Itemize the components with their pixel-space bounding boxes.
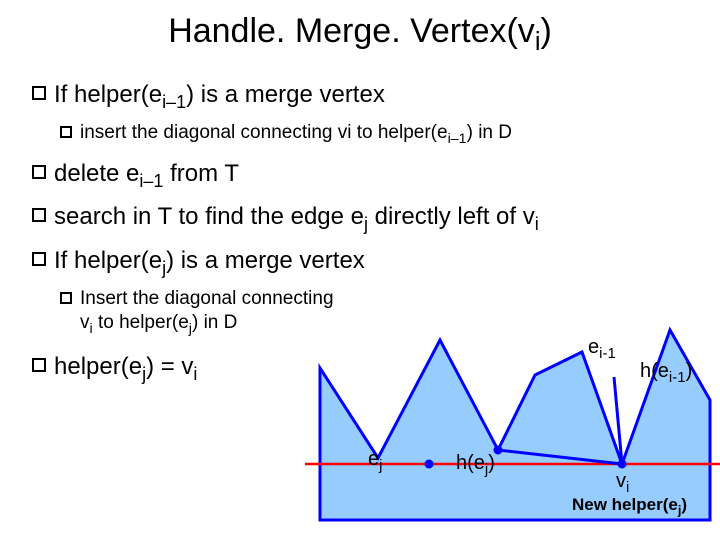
bullet-5-text: helper(ej) = vi xyxy=(54,352,197,385)
bullet-4: If helper(ej) is a merge vertex xyxy=(32,246,692,279)
bullet-icon xyxy=(32,208,46,222)
bullet-4a-text: Insert the diagonal connecting vi to hel… xyxy=(80,287,334,338)
vertex-ej xyxy=(425,460,434,469)
bullet-1: If helper(ei–1) is a merge vertex xyxy=(32,80,692,113)
bullet-icon xyxy=(60,126,72,138)
diagram: ej h(ej) ei-1 h(ei-1) vi New helper(ej) xyxy=(320,330,710,530)
title-text-2: ) xyxy=(540,12,551,50)
polygon xyxy=(320,330,710,520)
bullet-2: delete ei–1 from T xyxy=(32,159,692,192)
bullet-4-text: If helper(ej) is a merge vertex xyxy=(54,246,365,279)
bullet-icon xyxy=(60,292,72,304)
bullet-1a: insert the diagonal connecting vi to hel… xyxy=(60,121,692,149)
label-vi: vi xyxy=(616,470,629,496)
bullet-icon xyxy=(32,252,46,266)
bullet-1-text: If helper(ei–1) is a merge vertex xyxy=(54,80,385,113)
label-hei1: h(ei-1) xyxy=(640,360,692,386)
label-newhelper: New helper(ej) xyxy=(572,495,687,517)
label-hej: h(ej) xyxy=(456,452,495,478)
bullet-2-text: delete ei–1 from T xyxy=(54,159,239,192)
label-ej: ej xyxy=(368,448,382,474)
bullet-3: search in T to find the edge ej directly… xyxy=(32,202,692,235)
bullet-icon xyxy=(32,165,46,179)
bullet-icon xyxy=(32,86,46,100)
slide-title: Handle. Merge. Vertex(vi) xyxy=(0,12,720,57)
vertex-vi xyxy=(618,460,627,469)
bullet-1a-text: insert the diagonal connecting vi to hel… xyxy=(80,121,512,149)
bullet-icon xyxy=(32,358,46,372)
bullet-3-text: search in T to find the edge ej directly… xyxy=(54,202,539,235)
title-text-1: Handle. Merge. Vertex(v xyxy=(168,12,535,50)
label-ei1: ei-1 xyxy=(588,336,616,362)
